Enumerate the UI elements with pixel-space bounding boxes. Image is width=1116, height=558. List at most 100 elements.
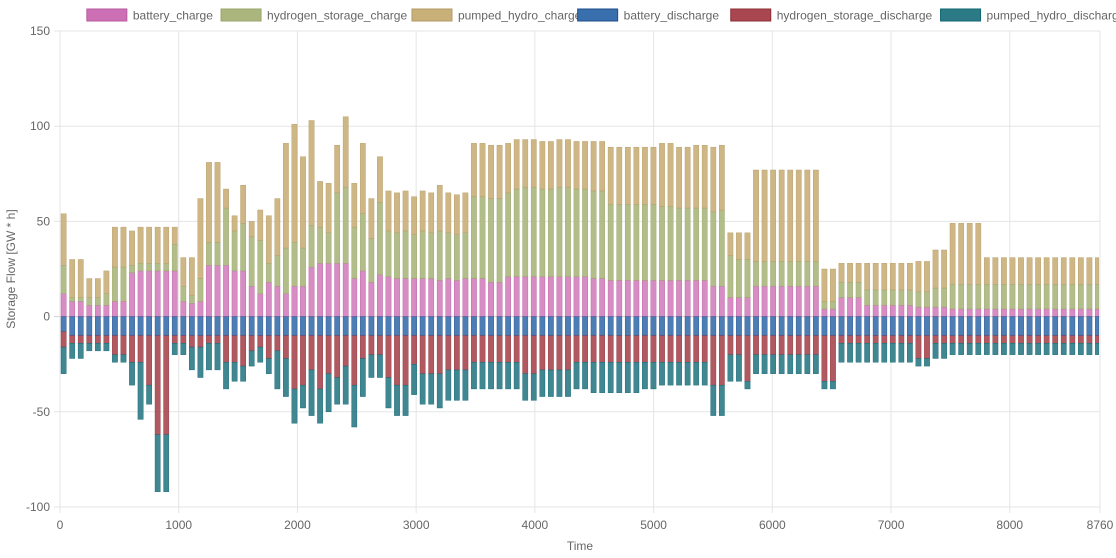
legend-swatch[interactable] xyxy=(220,8,262,22)
bar-segment-pumped_hydro_charge xyxy=(915,261,922,293)
bar-segment-pumped_hydro_discharge xyxy=(795,354,802,374)
bar-segment-battery_charge xyxy=(454,280,460,317)
bar-segment-battery_charge xyxy=(428,278,435,317)
legend-label[interactable]: battery_discharge xyxy=(624,9,720,23)
bar-segment-pumped_hydro_discharge xyxy=(60,346,67,374)
bar-segment-hydrogen_storage_discharge xyxy=(1043,335,1050,344)
legend-label[interactable]: hydrogen_storage_discharge xyxy=(777,9,933,23)
bar-segment-hydrogen_storage_discharge xyxy=(975,335,982,344)
bar-segment-pumped_hydro_charge xyxy=(778,169,785,262)
bar-segment-hydrogen_storage_discharge xyxy=(642,335,648,363)
bar-segment-battery_discharge xyxy=(1018,316,1024,336)
bar-segment-pumped_hydro_charge xyxy=(325,183,332,234)
bar-segment-hydrogen_storage_discharge xyxy=(283,335,289,359)
bar-segment-battery_charge xyxy=(351,278,358,317)
legend-swatch[interactable] xyxy=(730,8,772,22)
bar-segment-battery_charge xyxy=(505,276,511,317)
bar-segment-battery_discharge xyxy=(924,316,930,336)
bar-segment-hydrogen_storage_discharge xyxy=(454,335,460,371)
legend-label[interactable]: hydrogen_storage_charge xyxy=(267,9,407,23)
bar-segment-battery_discharge xyxy=(616,316,623,336)
bar-segment-hydrogen_storage_discharge xyxy=(1078,335,1084,344)
bar-segment-battery_discharge xyxy=(342,316,349,336)
bar-segment-pumped_hydro_charge xyxy=(872,263,879,291)
bar-segment-hydrogen_storage_discharge xyxy=(573,335,580,363)
bar-segment-pumped_hydro_discharge xyxy=(1052,343,1059,355)
bar-segment-pumped_hydro_charge xyxy=(231,215,238,232)
bar-segment-pumped_hydro_discharge xyxy=(565,369,571,397)
bar-segment-battery_charge xyxy=(838,297,845,317)
bar-segment-hydrogen_storage_charge xyxy=(1009,284,1016,310)
legend-label[interactable]: pumped_hydro_charge xyxy=(458,9,582,23)
bar-segment-hydrogen_storage_charge xyxy=(941,287,947,308)
bar-segment-battery_discharge xyxy=(496,316,503,336)
bar-segment-pumped_hydro_charge xyxy=(1078,257,1084,285)
bar-segment-battery_discharge xyxy=(975,316,982,336)
bar-segment-pumped_hydro_discharge xyxy=(214,343,221,371)
legend-swatch[interactable] xyxy=(577,8,619,22)
bar-segment-pumped_hydro_charge xyxy=(642,146,648,205)
bar-segment-hydrogen_storage_charge xyxy=(1078,284,1084,310)
bar-segment-pumped_hydro_discharge xyxy=(240,365,247,382)
bar-segment-battery_discharge xyxy=(1035,316,1041,336)
bar-segment-battery_discharge xyxy=(265,316,272,336)
bar-segment-battery_discharge xyxy=(915,316,922,336)
bar-segment-pumped_hydro_discharge xyxy=(428,373,435,405)
bar-segment-hydrogen_storage_charge xyxy=(180,285,187,302)
bar-segment-hydrogen_storage_charge xyxy=(274,255,281,287)
bar-segment-pumped_hydro_charge xyxy=(120,226,127,268)
legend-swatch[interactable] xyxy=(940,8,982,22)
bar-segment-battery_charge xyxy=(317,263,323,317)
legend-label[interactable]: pumped_hydro_discharge xyxy=(987,9,1116,23)
bar-segment-hydrogen_storage_charge xyxy=(325,232,332,264)
bar-segment-pumped_hydro_charge xyxy=(180,257,187,287)
bar-segment-pumped_hydro_charge xyxy=(445,192,452,234)
legend-swatch[interactable] xyxy=(86,8,128,22)
bar-segment-battery_discharge xyxy=(607,316,614,336)
bar-segment-pumped_hydro_discharge xyxy=(607,362,614,393)
bar-segment-hydrogen_storage_charge xyxy=(197,278,204,302)
bar-segment-battery_discharge xyxy=(60,316,67,333)
bar-segment-battery_discharge xyxy=(958,316,965,336)
bar-segment-battery_discharge xyxy=(530,316,537,336)
bar-segment-pumped_hydro_discharge xyxy=(676,362,682,386)
bar-segment-pumped_hydro_discharge xyxy=(1095,343,1100,355)
bar-segment-hydrogen_storage_charge xyxy=(830,301,836,310)
bar-segment-battery_discharge xyxy=(676,316,682,336)
bar-segment-battery_discharge xyxy=(120,316,127,336)
x-tick-label: 5000 xyxy=(640,518,667,532)
bar-segment-hydrogen_storage_discharge xyxy=(855,335,862,344)
bar-segment-battery_charge xyxy=(1035,308,1041,317)
bar-segment-hydrogen_storage_charge xyxy=(171,244,178,272)
legend-label[interactable]: battery_charge xyxy=(133,9,213,23)
bar-segment-hydrogen_storage_charge xyxy=(736,259,742,298)
bar-segment-hydrogen_storage_discharge xyxy=(479,335,486,363)
bar-segment-hydrogen_storage_charge xyxy=(949,284,956,310)
bar-segment-pumped_hydro_discharge xyxy=(830,381,836,390)
bar-segment-hydrogen_storage_discharge xyxy=(436,335,443,374)
bar-segment-battery_charge xyxy=(889,304,896,317)
bar-segment-pumped_hydro_discharge xyxy=(479,362,486,390)
bar-segment-battery_charge xyxy=(283,293,289,317)
bar-segment-battery_discharge xyxy=(770,316,776,336)
bar-segment-pumped_hydro_charge xyxy=(197,198,204,279)
bar-segment-hydrogen_storage_discharge xyxy=(428,335,435,374)
bar-segment-battery_charge xyxy=(103,304,110,317)
legend-swatch[interactable] xyxy=(411,8,453,22)
bar-segment-battery_charge xyxy=(753,285,759,317)
bar-segment-pumped_hydro_charge xyxy=(300,156,306,249)
bar-segment-hydrogen_storage_discharge xyxy=(915,335,922,359)
bar-segment-pumped_hydro_discharge xyxy=(718,384,725,416)
bar-segment-battery_charge xyxy=(992,308,999,317)
bar-segment-battery_charge xyxy=(872,304,879,317)
bar-segment-pumped_hydro_discharge xyxy=(915,358,922,367)
bar-segment-hydrogen_storage_discharge xyxy=(206,335,212,344)
bar-segment-hydrogen_storage_charge xyxy=(291,242,298,287)
bar-segment-hydrogen_storage_discharge xyxy=(308,335,315,371)
bar-segment-hydrogen_storage_discharge xyxy=(471,335,477,363)
bar-segment-hydrogen_storage_charge xyxy=(94,297,101,306)
bar-segment-battery_discharge xyxy=(334,316,341,336)
bar-segment-battery_charge xyxy=(60,293,67,317)
bar-segment-pumped_hydro_discharge xyxy=(778,354,785,374)
bar-segment-hydrogen_storage_charge xyxy=(590,190,597,279)
